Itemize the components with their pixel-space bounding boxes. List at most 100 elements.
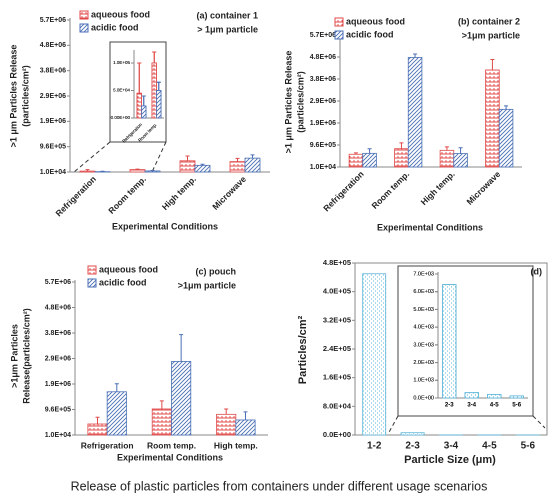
x-axis-label: Experimental Conditions <box>117 452 223 462</box>
y-tick-label: 4.8E+05 <box>323 258 351 267</box>
bar <box>141 105 147 119</box>
y-tick-label: 5.0E+04 <box>113 88 130 93</box>
error-bar <box>156 81 161 91</box>
y-tick-label: 4.0E+03 <box>413 325 434 331</box>
bar <box>144 170 161 173</box>
y-tick-label: 2.9E+06 <box>310 98 336 105</box>
y-tick-label: 1.9E+06 <box>40 118 66 125</box>
error-bar <box>235 157 240 162</box>
y-axis-label: >1 μm Particles Release <box>8 45 18 148</box>
bar <box>453 153 468 168</box>
error-bar <box>179 334 184 362</box>
y-tick-label: 0.0E+00 <box>323 430 351 439</box>
bar <box>487 394 502 399</box>
x-tick-label: 5-6 <box>521 441 536 452</box>
chart-subtitle: >1μm particle <box>178 280 236 290</box>
y-axis-label: Particles/cm² <box>297 315 309 384</box>
error-bar <box>135 168 140 170</box>
legend-label: acidic food <box>91 22 139 32</box>
y-axis-label: Release(particles/cm²) <box>21 308 31 404</box>
x-tick-label: 3-4 <box>467 403 476 409</box>
y-tick-label: 3.0E+03 <box>413 342 434 348</box>
error-bar <box>490 59 495 70</box>
error-bar <box>114 383 119 392</box>
x-tick-label: 3-4 <box>444 441 459 452</box>
error-bar <box>159 400 164 409</box>
legend-label: acidic food <box>99 277 147 287</box>
x-tick-label: 2-3 <box>405 441 420 452</box>
x-tick-label: 2-3 <box>445 403 454 409</box>
x-tick-label: 4-5 <box>490 403 499 409</box>
y-tick-label: 1.9E+06 <box>310 120 336 127</box>
bar <box>464 392 479 399</box>
bar <box>151 408 172 436</box>
legend-swatch <box>79 23 89 33</box>
y-tick-label: 1.0E+03 <box>413 378 434 384</box>
y-tick-label: 4.0E+03 <box>413 325 434 331</box>
y-tick-label: 1.0E+03 <box>413 378 434 384</box>
y-tick-label: 0.0E+00 <box>413 395 434 401</box>
inset-connector <box>532 415 546 429</box>
bar <box>151 62 157 119</box>
y-tick-label: 5.7E+06 <box>310 32 336 39</box>
chart-subtitle: > 1μm particle <box>197 24 258 34</box>
x-axis-label: Experimental Conditions <box>377 222 483 232</box>
y-tick-label: 1.0E+05 <box>113 60 130 65</box>
bar <box>106 391 127 436</box>
legend-label: aqueous food <box>346 16 405 26</box>
bar <box>498 108 514 168</box>
x-tick-label: 1-2 <box>367 441 382 452</box>
bar <box>362 152 377 168</box>
error-bar <box>353 152 358 155</box>
inset-connector <box>73 141 111 173</box>
y-tick-label: 2.9E+06 <box>45 355 71 362</box>
y-tick-label: 5.0E+03 <box>413 307 434 313</box>
error-bar <box>458 147 463 154</box>
bar <box>194 164 211 173</box>
inset-connector <box>151 141 167 173</box>
bar <box>79 170 96 173</box>
bar <box>509 395 524 399</box>
y-tick-label: 0.0E+00 <box>413 395 434 401</box>
y-tick-label: 6.0E+03 <box>413 289 434 295</box>
x-tick-label: Room temp. <box>147 440 196 450</box>
bar <box>407 57 423 168</box>
error-bar <box>413 53 418 58</box>
error-bar <box>504 105 509 110</box>
y-tick-label: 4.0E+05 <box>323 287 351 296</box>
x-tick-label: 4-5 <box>490 403 499 409</box>
y-axis-label: >1μm Particles <box>9 324 19 388</box>
y-tick-label: 1.0E+04 <box>40 169 66 176</box>
y-tick-label: 9.6E+05 <box>310 142 336 149</box>
x-tick-label: 5-6 <box>512 403 521 409</box>
y-tick-label: 2.4E+05 <box>323 344 351 353</box>
bar <box>442 284 457 399</box>
error-bar <box>152 51 157 63</box>
legend-swatch <box>87 265 97 275</box>
y-tick-label: 5.0E+03 <box>413 307 434 313</box>
error-bar <box>85 169 90 172</box>
y-tick-label: 3.8E+06 <box>310 76 336 83</box>
error-bar <box>141 95 146 106</box>
y-tick-label: 0.00E+00 <box>111 115 131 120</box>
y-tick-label: 9.6E+05 <box>40 144 66 151</box>
y-tick-label: 7.0E+03 <box>413 271 434 277</box>
x-tick-label: 5-6 <box>512 403 521 409</box>
y-tick-label: 4.8E+06 <box>40 42 66 49</box>
bar <box>156 90 162 119</box>
legend-swatch <box>334 30 344 40</box>
y-axis-label: (particles/cm²) <box>20 65 30 127</box>
bar <box>229 161 246 173</box>
bar <box>244 157 261 173</box>
x-axis-label: Particle Size (μm) <box>404 454 496 466</box>
bar <box>348 153 364 168</box>
y-tick-label: 1.0E+05 <box>113 60 130 65</box>
inset-frame <box>397 265 534 417</box>
legend-label: acidic food <box>346 29 394 39</box>
y-tick-label: 8.0E+04 <box>323 401 352 410</box>
y-tick-label: 2.0E+03 <box>413 360 434 366</box>
error-bar <box>399 142 404 149</box>
error-bar <box>444 146 449 151</box>
y-tick-label: 5.7E+06 <box>45 279 71 286</box>
